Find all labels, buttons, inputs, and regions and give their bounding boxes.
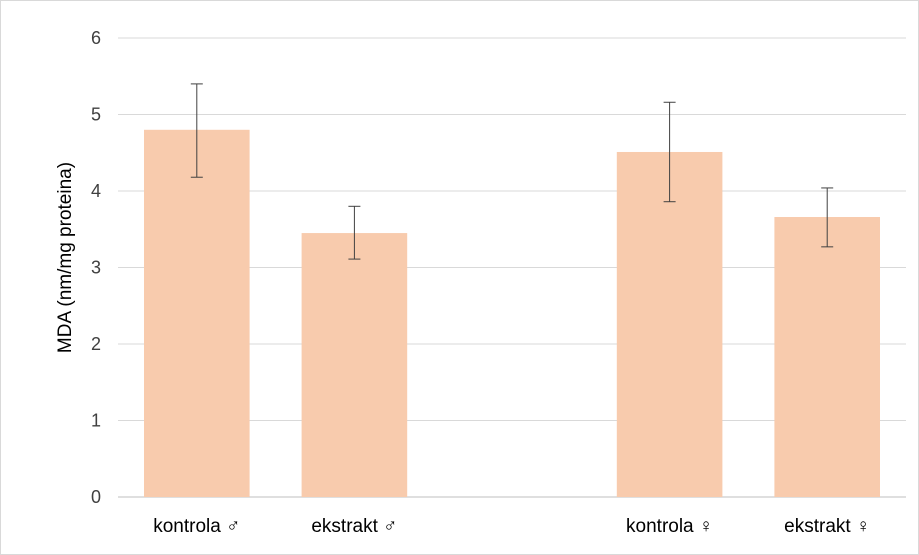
y-axis-title: MDA (nm/mg proteina) <box>55 162 76 353</box>
bar-1 <box>144 129 250 498</box>
y-axis-ticks: 0 1 2 3 4 5 6 <box>91 28 101 507</box>
bars <box>144 129 880 498</box>
y-tick-label-3: 3 <box>91 258 101 278</box>
y-tick-label-2: 2 <box>91 334 101 354</box>
error-bar-2 <box>348 205 361 260</box>
error-bar-1 <box>190 83 203 178</box>
x-category-label-1: kontrola ♂ <box>153 516 240 537</box>
y-tick-label-6: 6 <box>91 28 101 48</box>
bar-4 <box>616 151 723 498</box>
bar-5 <box>774 217 880 497</box>
x-category-label-5: ekstrakt ♀ <box>784 516 870 537</box>
x-category-label-4: kontrola ♀ <box>626 516 713 537</box>
y-tick-label-0: 0 <box>91 487 101 507</box>
y-tick-label-5: 5 <box>91 105 101 125</box>
y-tick-label-1: 1 <box>91 411 101 431</box>
x-category-label-2: ekstrakt ♂ <box>311 516 397 537</box>
x-axis-categories: kontrola ♂ ekstrakt ♂ kontrola ♀ ekstrakt ♀ <box>153 516 870 537</box>
error-bar-5 <box>821 187 834 248</box>
error-bar-4 <box>663 101 676 203</box>
bar-2 <box>301 233 408 497</box>
error-bars <box>190 83 834 260</box>
y-tick-label-4: 4 <box>91 181 101 201</box>
